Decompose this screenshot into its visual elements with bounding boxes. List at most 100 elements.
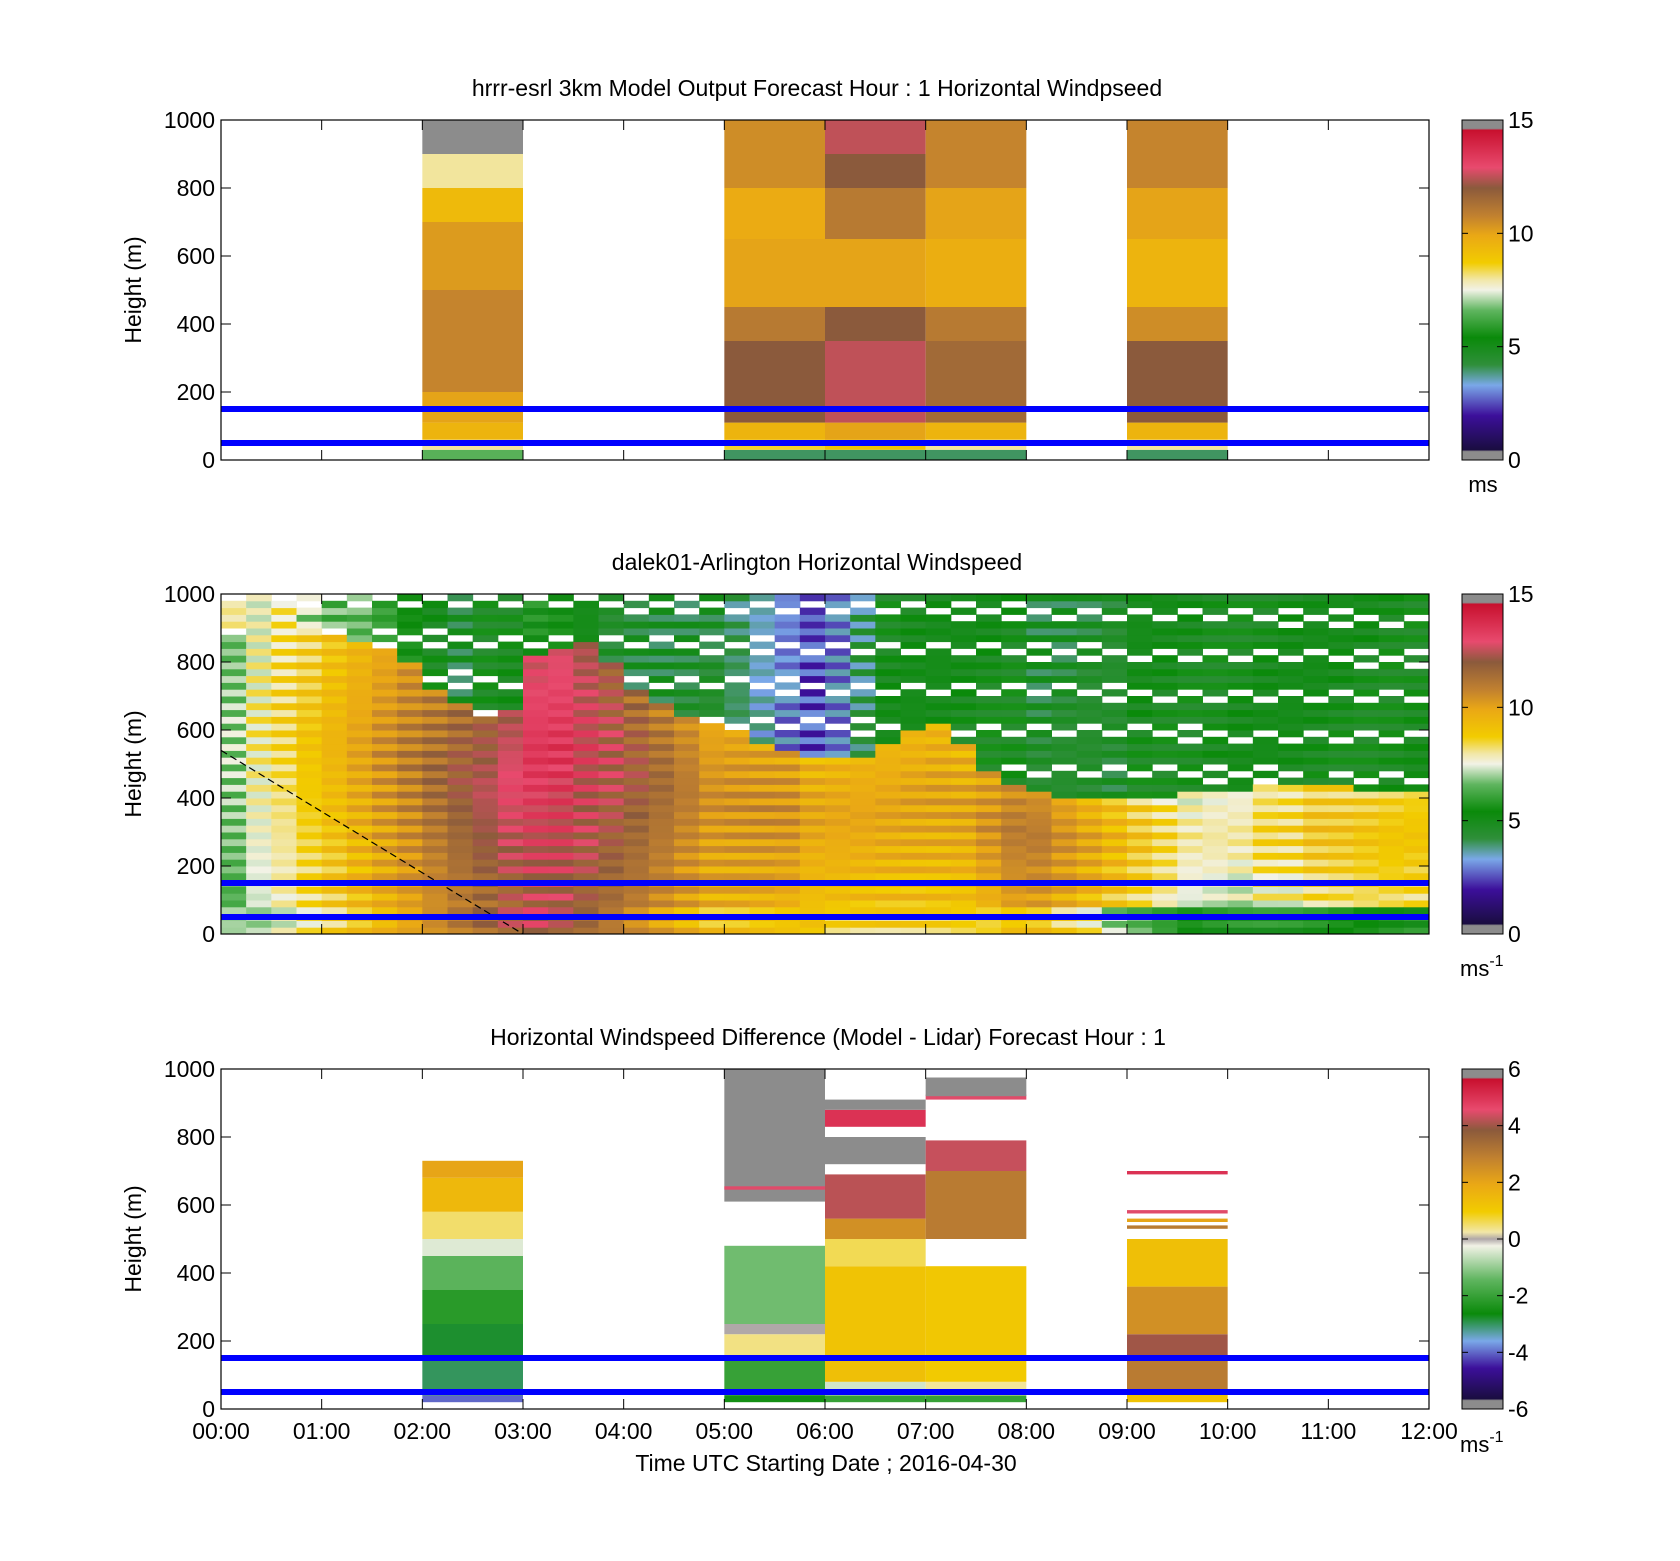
heatmap-cell: [1202, 628, 1229, 636]
heatmap-cell: [1353, 893, 1380, 901]
heatmap-cell: [1001, 845, 1027, 853]
heatmap-cell: [1202, 825, 1229, 833]
heatmap-cell: [1278, 811, 1304, 819]
heatmap-cell: [598, 702, 625, 711]
heatmap-cell: [825, 1109, 926, 1127]
heatmap-cell: [976, 750, 1002, 758]
heatmap-cell: [900, 594, 927, 602]
heatmap-cell: [1101, 852, 1128, 860]
heatmap-cell: [372, 743, 398, 751]
heatmap-cell: [623, 743, 650, 751]
heatmap-cell: [1252, 655, 1279, 663]
colorbar-tick-label: -4: [1508, 1339, 1529, 1365]
heatmap-cell: [1152, 743, 1178, 751]
y-tick-label: 1000: [164, 107, 215, 133]
heatmap-cell: [825, 736, 851, 745]
heatmap-cell: [548, 852, 574, 860]
difference-colorbar-unit: ms-1: [1460, 1429, 1504, 1457]
heatmap-cell: [749, 655, 776, 663]
heatmap-cell: [724, 634, 750, 643]
heatmap-cell: [346, 770, 373, 779]
heatmap-cell: [221, 689, 247, 697]
heatmap-cell: [950, 927, 977, 935]
heatmap-cell: [472, 750, 499, 758]
heatmap-cell: [221, 832, 247, 840]
heatmap-cell: [925, 675, 952, 683]
heatmap-cell: [472, 832, 499, 840]
heatmap-cell: [900, 614, 927, 622]
heatmap-cell: [900, 818, 927, 826]
heatmap-cell: [623, 784, 650, 792]
heatmap-cell: [1026, 757, 1052, 765]
heatmap-cell: [523, 838, 549, 847]
heatmap-cell: [346, 614, 373, 622]
heatmap-cell: [850, 798, 876, 806]
heatmap-cell: [598, 723, 625, 731]
heatmap-cell: [950, 798, 977, 806]
heatmap-cell: [1227, 641, 1254, 649]
heatmap-cell: [1152, 825, 1178, 833]
heatmap-cell: [321, 634, 348, 643]
heatmap-cell: [799, 811, 826, 819]
heatmap-cell: [774, 900, 801, 908]
heatmap-cell: [1328, 641, 1354, 649]
heatmap-cell: [1378, 825, 1405, 833]
heatmap-cell: [850, 859, 876, 867]
heatmap-cell: [749, 594, 776, 602]
heatmap-cell: [246, 750, 272, 758]
heatmap-cell: [1303, 886, 1329, 894]
heatmap-cell: [548, 872, 574, 881]
heatmap-cell: [271, 723, 297, 731]
heatmap-cell: [1127, 1218, 1228, 1222]
heatmap-cell: [1101, 702, 1128, 711]
heatmap-cell: [346, 791, 373, 799]
heatmap-cell: [1328, 594, 1354, 602]
heatmap-cell: [346, 730, 373, 738]
heatmap-cell: [724, 655, 750, 663]
heatmap-cell: [523, 893, 549, 901]
heatmap-cell: [1353, 607, 1380, 615]
heatmap-cell: [1378, 872, 1405, 881]
heatmap-cell: [397, 723, 423, 731]
heatmap-cell: [1127, 696, 1153, 704]
heatmap-cell: [976, 594, 1002, 602]
heatmap-cell: [774, 709, 801, 717]
heatmap-cell: [1202, 634, 1229, 643]
heatmap-cell: [623, 906, 650, 915]
heatmap-cell: [1076, 804, 1103, 813]
heatmap-cell: [799, 927, 826, 935]
heatmap-cell: [447, 648, 474, 656]
heatmap-cell: [1127, 239, 1228, 307]
heatmap-cell: [1328, 866, 1354, 874]
heatmap-cell: [648, 743, 675, 751]
heatmap-cell: [372, 811, 398, 819]
heatmap-cell: [774, 764, 801, 772]
heatmap-cell: [1076, 811, 1103, 819]
heatmap-cell: [598, 696, 625, 704]
heatmap-cell: [1328, 696, 1354, 704]
heatmap-cell: [850, 791, 876, 799]
heatmap-cell: [422, 621, 448, 629]
heatmap-cell: [1026, 696, 1052, 704]
heatmap-cell: [221, 757, 247, 765]
y-tick-label: 0: [202, 921, 215, 947]
heatmap-cell: [447, 662, 474, 670]
heatmap-cell: [825, 696, 851, 704]
heatmap-cell: [1378, 675, 1405, 683]
heatmap-cell: [799, 621, 826, 629]
heatmap-cell: [950, 832, 977, 840]
heatmap-cell: [925, 628, 952, 636]
heatmap-cell: [699, 641, 725, 649]
heatmap-cell: [699, 906, 725, 915]
heatmap-cell: [1252, 770, 1279, 779]
heatmap-cell: [422, 709, 448, 717]
heatmap-cell: [749, 784, 776, 792]
heatmap-cell: [523, 723, 549, 731]
heatmap-cell: [623, 859, 650, 867]
heatmap-cell: [799, 777, 826, 785]
heatmap-cell: [296, 893, 323, 901]
heatmap-cell: [1152, 675, 1178, 683]
heatmap-cell: [1026, 709, 1052, 717]
heatmap-cell: [497, 607, 524, 615]
heatmap-cell: [900, 832, 927, 840]
